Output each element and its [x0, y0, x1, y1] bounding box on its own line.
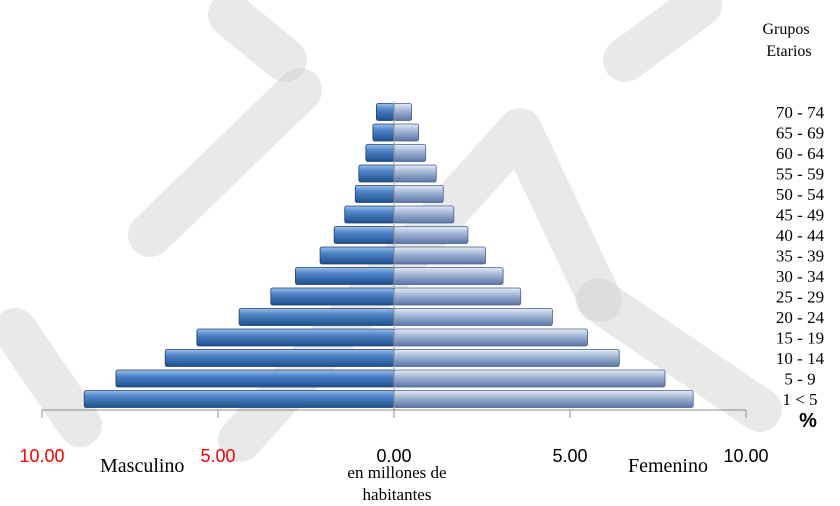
category-label: 20 - 24 — [776, 308, 825, 327]
category-label: 70 - 74 — [776, 103, 825, 122]
bar-femenino — [393, 390, 694, 408]
side-label-femenino: Femenino — [628, 455, 708, 477]
bar-masculino — [365, 144, 395, 162]
legend-title-line2: Etarios — [766, 43, 811, 60]
bar-femenino — [393, 226, 469, 244]
bar-masculino — [358, 164, 395, 183]
category-label: 40 - 44 — [776, 226, 825, 245]
x-tick-label: 5.00 — [552, 446, 587, 466]
category-label: 15 - 19 — [776, 329, 824, 348]
category-label: 25 - 29 — [776, 288, 824, 307]
bar-femenino — [393, 246, 486, 265]
x-tick-label: 10.00 — [723, 446, 768, 466]
bar-masculino — [164, 349, 395, 367]
bar-masculino — [344, 205, 395, 224]
bar-femenino — [393, 164, 437, 183]
category-label: 55 - 59 — [776, 165, 824, 184]
bar-masculino — [83, 390, 395, 408]
x-axis-label-line2: habitantes — [363, 485, 432, 504]
side-label-masculino: Masculino — [100, 455, 184, 477]
bar-femenino — [393, 369, 666, 388]
category-label: 50 - 54 — [776, 185, 825, 204]
x-tick-label: 10.00 — [19, 446, 64, 466]
category-label: 10 - 14 — [776, 349, 825, 368]
bar-femenino — [393, 328, 589, 347]
bar-femenino — [393, 308, 553, 326]
watermark-stroke — [208, 0, 307, 82]
watermark-stroke — [576, 278, 782, 432]
bar-masculino — [295, 267, 395, 285]
category-label: 65 - 69 — [776, 124, 824, 143]
bar-femenino — [393, 123, 420, 142]
category-label: 1 < 5 — [782, 390, 817, 409]
bar-masculino — [354, 185, 395, 203]
category-label: 45 - 49 — [776, 206, 824, 225]
bar-masculino — [372, 123, 395, 142]
x-axis-label-line1: en millones de — [347, 463, 446, 482]
bar-masculino — [115, 369, 395, 388]
bar-femenino — [393, 267, 504, 285]
x-tick-label: 5.00 — [200, 446, 235, 466]
bar-masculino — [319, 246, 395, 265]
watermark-stroke — [128, 68, 322, 257]
category-label: 60 - 64 — [776, 144, 825, 163]
bar-masculino — [238, 308, 395, 326]
x-tick-label: 0.00 — [376, 446, 411, 466]
x-axis: 10.00 5.00 0.00 5.00 10.00 — [19, 101, 769, 466]
watermark-stroke — [603, 0, 722, 82]
bar-masculino — [196, 328, 395, 347]
bar-femenino — [393, 349, 620, 367]
bar-femenino — [393, 287, 522, 306]
percent-label: % — [799, 410, 817, 432]
bar-femenino — [393, 185, 444, 203]
category-label: 35 - 39 — [776, 247, 824, 266]
category-label: 5 - 9 — [784, 370, 815, 389]
legend-title-line1: Grupos — [762, 21, 809, 38]
watermark-stroke — [0, 308, 102, 447]
bar-femenino — [393, 144, 427, 162]
bar-femenino — [393, 103, 413, 121]
bar-masculino — [333, 226, 395, 244]
bar-masculino — [375, 103, 395, 121]
bar-masculino — [270, 287, 395, 306]
category-label: 30 - 34 — [776, 267, 825, 286]
bar-femenino — [393, 205, 455, 224]
